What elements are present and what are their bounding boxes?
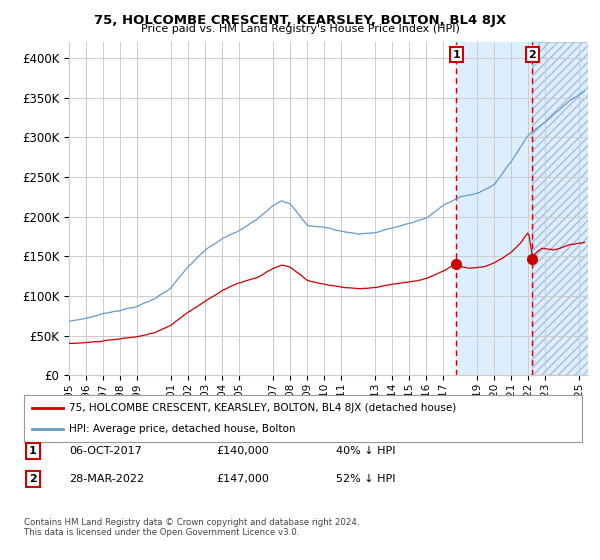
Text: 1: 1 [29, 446, 37, 456]
Text: 28-MAR-2022: 28-MAR-2022 [69, 474, 144, 484]
Text: 06-OCT-2017: 06-OCT-2017 [69, 446, 142, 456]
Text: 52% ↓ HPI: 52% ↓ HPI [336, 474, 395, 484]
Text: 40% ↓ HPI: 40% ↓ HPI [336, 446, 395, 456]
Text: 75, HOLCOMBE CRESCENT, KEARSLEY, BOLTON, BL4 8JX: 75, HOLCOMBE CRESCENT, KEARSLEY, BOLTON,… [94, 14, 506, 27]
Text: 2: 2 [29, 474, 37, 484]
Text: 1: 1 [452, 50, 460, 60]
Bar [532, 42, 588, 375]
Text: £140,000: £140,000 [216, 446, 269, 456]
Text: £147,000: £147,000 [216, 474, 269, 484]
Text: Contains HM Land Registry data © Crown copyright and database right 2024.
This d: Contains HM Land Registry data © Crown c… [24, 518, 359, 538]
Text: 2: 2 [529, 50, 536, 60]
Text: HPI: Average price, detached house, Bolton: HPI: Average price, detached house, Bolt… [68, 424, 295, 434]
Bar [457, 42, 588, 375]
Text: 75, HOLCOMBE CRESCENT, KEARSLEY, BOLTON, BL4 8JX (detached house): 75, HOLCOMBE CRESCENT, KEARSLEY, BOLTON,… [68, 403, 456, 413]
Text: Price paid vs. HM Land Registry's House Price Index (HPI): Price paid vs. HM Land Registry's House … [140, 24, 460, 34]
